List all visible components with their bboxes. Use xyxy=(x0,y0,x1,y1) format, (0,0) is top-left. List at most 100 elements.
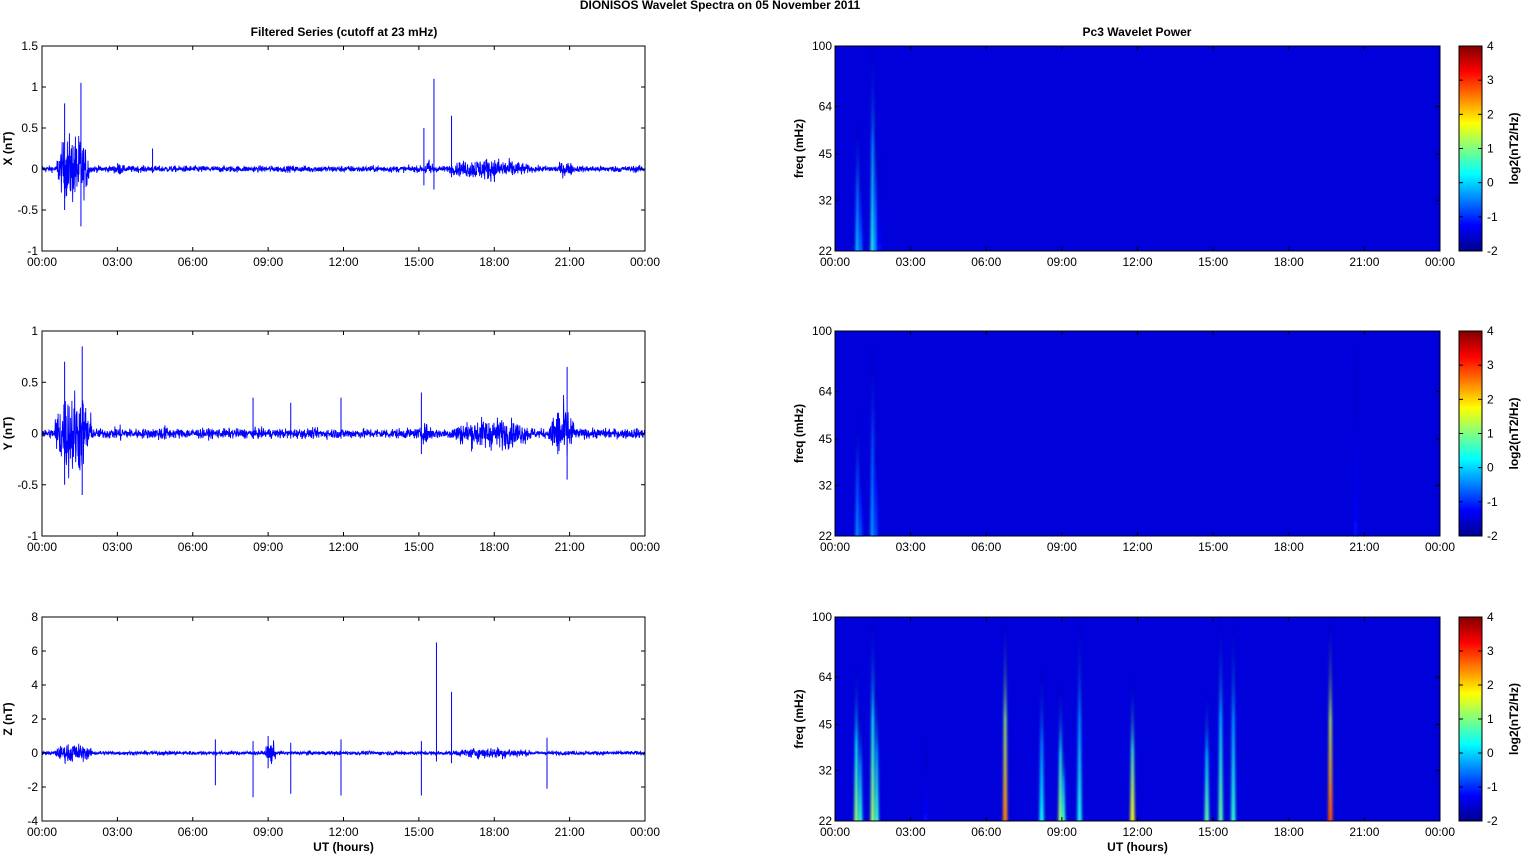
power-plume xyxy=(1231,617,1236,821)
series-x-tick-label: 09:00 xyxy=(253,255,283,269)
x-filtered-series-plot: -1 -0.5 0 0.5 1 1.5 00:00 03:00 06:00 09:00 12:00 1… xyxy=(1,39,660,269)
power-plume xyxy=(858,710,863,821)
y-tick-label: 64 xyxy=(819,384,833,398)
wavelet-x-tick-label: 12:00 xyxy=(1122,540,1152,554)
y-axis-label: freq (mHz) xyxy=(792,119,806,178)
power-plume xyxy=(876,154,882,251)
series-x-tick-label: 00:00 xyxy=(630,825,660,839)
wavelet-x-tick-label: 15:00 xyxy=(1198,540,1228,554)
y-tick-label: 32 xyxy=(819,193,833,207)
z-filtered-series-plot: -4 -2 0 2 4 6 8 00:00 03:00 06:00 09:00 12:00 15:00 1… xyxy=(1,610,660,854)
figure-title: DIONISOS Wavelet Spectra on 05 November … xyxy=(580,0,861,12)
y-tick-label: 32 xyxy=(819,764,833,778)
y-tick-label: 4 xyxy=(31,678,38,692)
power-plume xyxy=(1002,617,1008,821)
wavelet-x-tick-label: 06:00 xyxy=(971,825,1001,839)
colorbar-tick-label: 3 xyxy=(1487,358,1494,372)
colorbar-tick-label: 4 xyxy=(1487,324,1494,338)
wavelet-x-tick-label: 03:00 xyxy=(896,255,926,269)
series-x-tick-label: 00:00 xyxy=(27,540,57,554)
series-x-tick-label: 06:00 xyxy=(178,540,208,554)
power-plume xyxy=(874,685,879,821)
wavelet-x-tick-label: 03:00 xyxy=(896,540,926,554)
colorbar-tick-label: 1 xyxy=(1487,712,1494,726)
colorbar-tick-label: 0 xyxy=(1487,176,1494,190)
series-x-tick-label: 03:00 xyxy=(102,825,132,839)
power-plume xyxy=(1328,617,1333,821)
series-x-tick-label: 18:00 xyxy=(479,825,509,839)
series-x-tick-label: 21:00 xyxy=(555,255,585,269)
power-plume xyxy=(1218,617,1223,821)
colorbar-tick-label: 0 xyxy=(1487,746,1494,760)
plot-area xyxy=(42,617,645,821)
y-tick-label: 32 xyxy=(819,478,833,492)
y-tick-label: 1 xyxy=(31,80,38,94)
wavelet-x-tick-label: 12:00 xyxy=(1122,255,1152,269)
wavelet-x-tick-label: 00:00 xyxy=(1425,540,1455,554)
power-plume xyxy=(1039,665,1044,821)
y-tick-label: 2 xyxy=(31,712,38,726)
power-plume xyxy=(858,455,863,536)
series-x-tick-label: 09:00 xyxy=(253,540,283,554)
colorbar-tick-label: -1 xyxy=(1487,210,1498,224)
series-x-tick-label: 18:00 xyxy=(479,540,509,554)
wavelet-x-tick-label: 21:00 xyxy=(1349,825,1379,839)
left-column-title: Filtered Series (cutoff at 23 mHz) xyxy=(251,25,438,39)
series-x-axis-label: UT (hours) xyxy=(313,840,374,854)
wavelet-x-tick-label: 21:00 xyxy=(1349,540,1379,554)
y-tick-label: 64 xyxy=(819,99,833,113)
heatmap-background xyxy=(835,331,1440,536)
wavelet-x-tick-label: 06:00 xyxy=(971,540,1001,554)
y-tick-label: 45 xyxy=(819,718,833,732)
series-x-tick-label: 06:00 xyxy=(178,255,208,269)
wavelet-x-tick-label: 18:00 xyxy=(1274,255,1304,269)
signal-trace xyxy=(41,740,646,764)
y-tick-label: -0.5 xyxy=(17,478,38,492)
y-axis-label: Y (nT) xyxy=(1,417,15,451)
y-tick-label: 45 xyxy=(819,432,833,446)
heatmap-background xyxy=(835,617,1440,821)
y-tick-label: 0.5 xyxy=(21,121,38,135)
y-axis-label: X (nT) xyxy=(1,132,15,166)
wavelet-x-tick-label: 06:00 xyxy=(971,255,1001,269)
series-x-tick-label: 15:00 xyxy=(404,255,434,269)
power-plume xyxy=(1353,345,1358,536)
wavelet-x-tick-label: 00:00 xyxy=(1425,255,1455,269)
power-plume xyxy=(873,126,878,251)
wavelet-x-tick-label: 03:00 xyxy=(896,825,926,839)
y-tick-label: 0.5 xyxy=(21,375,38,389)
colorbar-tick-label: 3 xyxy=(1487,73,1494,87)
wavelet-x-tick-label: 18:00 xyxy=(1274,540,1304,554)
colorbar-tick-label: 4 xyxy=(1487,39,1494,53)
colorbar-tick-label: -2 xyxy=(1487,814,1498,828)
wavelet-x-tick-label: 09:00 xyxy=(1047,540,1077,554)
colorbar-label: log2(nT2/Hz) xyxy=(1507,398,1521,470)
y-tick-label: 22 xyxy=(819,529,833,543)
plot-area xyxy=(42,46,645,251)
y-tick-label: 1 xyxy=(31,324,38,338)
colorbar-tick-label: 2 xyxy=(1487,107,1494,121)
series-x-tick-label: 03:00 xyxy=(102,255,132,269)
series-x-tick-label: 12:00 xyxy=(328,825,358,839)
series-x-tick-label: 12:00 xyxy=(328,255,358,269)
y-tick-label: 100 xyxy=(812,39,832,53)
series-x-tick-label: 18:00 xyxy=(479,255,509,269)
power-plume xyxy=(1204,690,1210,821)
y-tick-label: 8 xyxy=(31,610,38,624)
colorbar-tick-label: -1 xyxy=(1487,780,1498,794)
y-tick-label: 22 xyxy=(819,244,833,258)
wavelet-x-tick-label: 00:00 xyxy=(820,255,850,269)
wavelet-x-axis-label: UT (hours) xyxy=(1107,840,1168,854)
wavelet-x-tick-label: 18:00 xyxy=(1274,825,1304,839)
wavelet-x-tick-label: 00:00 xyxy=(820,825,850,839)
series-x-tick-label: 15:00 xyxy=(404,825,434,839)
y-tick-label: -1 xyxy=(27,244,38,258)
y-tick-label: -0.5 xyxy=(17,203,38,217)
wavelet-x-tick-label: 15:00 xyxy=(1198,825,1228,839)
y-axis-label: freq (mHz) xyxy=(792,689,806,748)
series-x-tick-label: 00:00 xyxy=(27,825,57,839)
series-x-tick-label: 00:00 xyxy=(630,255,660,269)
